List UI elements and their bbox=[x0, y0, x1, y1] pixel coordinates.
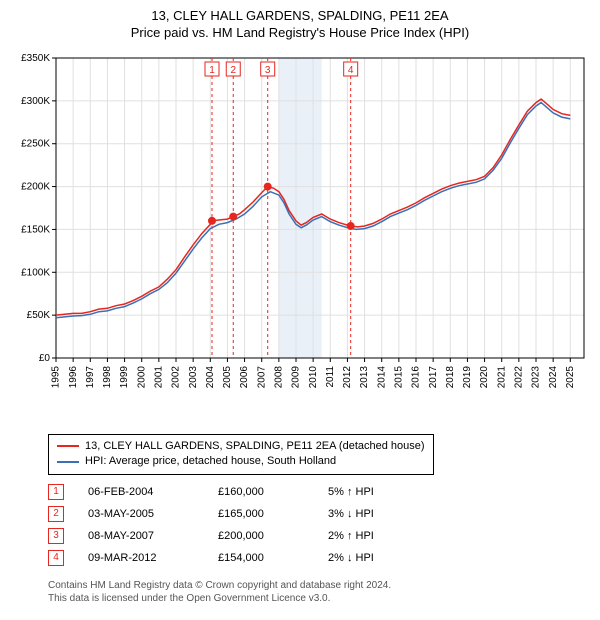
legend-row-1: 13, CLEY HALL GARDENS, SPALDING, PE11 2E… bbox=[57, 439, 425, 454]
legend: 13, CLEY HALL GARDENS, SPALDING, PE11 2E… bbox=[48, 434, 434, 475]
transaction-date: 09-MAR-2012 bbox=[88, 552, 218, 564]
svg-text:2000: 2000 bbox=[136, 365, 147, 388]
svg-text:2022: 2022 bbox=[513, 365, 524, 388]
svg-text:2007: 2007 bbox=[256, 365, 267, 388]
svg-text:2010: 2010 bbox=[308, 365, 319, 388]
transaction-marker: 2 bbox=[48, 506, 64, 522]
legend-swatch-2 bbox=[57, 461, 79, 463]
svg-text:2: 2 bbox=[230, 65, 236, 76]
svg-text:2013: 2013 bbox=[359, 365, 370, 388]
transaction-delta: 3% ↓ HPI bbox=[328, 508, 438, 520]
svg-text:£100K: £100K bbox=[21, 267, 50, 278]
title-line-1: 13, CLEY HALL GARDENS, SPALDING, PE11 2E… bbox=[8, 8, 592, 25]
transaction-date: 06-FEB-2004 bbox=[88, 486, 218, 498]
legend-swatch-1 bbox=[57, 445, 79, 447]
transaction-marker: 1 bbox=[48, 484, 64, 500]
transaction-price: £154,000 bbox=[218, 552, 328, 564]
transaction-delta: 2% ↑ HPI bbox=[328, 530, 438, 542]
svg-text:2025: 2025 bbox=[565, 365, 576, 388]
svg-text:3: 3 bbox=[265, 65, 271, 76]
svg-text:2024: 2024 bbox=[548, 365, 559, 388]
svg-text:2021: 2021 bbox=[496, 365, 507, 388]
transaction-marker: 3 bbox=[48, 528, 64, 544]
legend-label-2: HPI: Average price, detached house, Sout… bbox=[85, 454, 336, 469]
chart-container: £0 £50K £100K £150K £200K £250K £300K £350K 1995… bbox=[8, 48, 592, 428]
svg-text:2004: 2004 bbox=[205, 365, 216, 388]
svg-text:1997: 1997 bbox=[85, 365, 96, 388]
transaction-price: £160,000 bbox=[218, 486, 328, 498]
transaction-row: 4 09-MAR-2012£154,0002% ↓ HPI bbox=[48, 547, 572, 569]
svg-text:2005: 2005 bbox=[222, 365, 233, 388]
svg-text:2003: 2003 bbox=[188, 365, 199, 388]
svg-text:2008: 2008 bbox=[273, 365, 284, 388]
footer-line-2: This data is licensed under the Open Gov… bbox=[48, 592, 572, 605]
svg-text:2012: 2012 bbox=[342, 365, 353, 388]
svg-text:2018: 2018 bbox=[445, 365, 456, 388]
svg-text:1: 1 bbox=[209, 65, 215, 76]
svg-text:2014: 2014 bbox=[376, 365, 387, 388]
svg-text:£200K: £200K bbox=[21, 181, 50, 192]
svg-text:1999: 1999 bbox=[119, 365, 130, 388]
legend-row-2: HPI: Average price, detached house, Sout… bbox=[57, 454, 425, 469]
svg-text:2023: 2023 bbox=[531, 365, 542, 388]
svg-text:2006: 2006 bbox=[239, 365, 250, 388]
svg-text:2019: 2019 bbox=[462, 365, 473, 388]
svg-text:1998: 1998 bbox=[102, 365, 113, 388]
svg-text:£350K: £350K bbox=[21, 53, 50, 64]
transaction-date: 08-MAY-2007 bbox=[88, 530, 218, 542]
footer: Contains HM Land Registry data © Crown c… bbox=[48, 579, 572, 605]
svg-text:2015: 2015 bbox=[393, 365, 404, 388]
svg-text:2016: 2016 bbox=[411, 365, 422, 388]
svg-text:2001: 2001 bbox=[153, 365, 164, 388]
svg-text:£300K: £300K bbox=[21, 96, 50, 107]
svg-text:1996: 1996 bbox=[68, 365, 79, 388]
transaction-marker: 4 bbox=[48, 550, 64, 566]
transaction-row: 2 03-MAY-2005£165,0003% ↓ HPI bbox=[48, 503, 572, 525]
svg-text:1995: 1995 bbox=[51, 365, 62, 388]
svg-text:2011: 2011 bbox=[325, 365, 336, 387]
svg-text:2009: 2009 bbox=[291, 365, 302, 388]
title-line-2: Price paid vs. HM Land Registry's House … bbox=[8, 25, 592, 42]
transaction-row: 1 06-FEB-2004£160,0005% ↑ HPI bbox=[48, 481, 572, 503]
transaction-price: £165,000 bbox=[218, 508, 328, 520]
transaction-row: 3 08-MAY-2007£200,0002% ↑ HPI bbox=[48, 525, 572, 547]
transaction-delta: 2% ↓ HPI bbox=[328, 552, 438, 564]
transaction-date: 03-MAY-2005 bbox=[88, 508, 218, 520]
svg-text:4: 4 bbox=[348, 65, 354, 76]
svg-text:£50K: £50K bbox=[27, 310, 51, 321]
svg-text:2017: 2017 bbox=[428, 365, 439, 388]
svg-text:2020: 2020 bbox=[479, 365, 490, 388]
transaction-delta: 5% ↑ HPI bbox=[328, 486, 438, 498]
transactions-table: 1 06-FEB-2004£160,0005% ↑ HPI 2 03-MAY-2005… bbox=[48, 481, 572, 569]
svg-text:£150K: £150K bbox=[21, 224, 50, 235]
footer-line-1: Contains HM Land Registry data © Crown c… bbox=[48, 579, 572, 592]
svg-text:£0: £0 bbox=[39, 353, 51, 364]
chart-title-block: 13, CLEY HALL GARDENS, SPALDING, PE11 2E… bbox=[8, 8, 592, 42]
svg-text:£250K: £250K bbox=[21, 138, 50, 149]
svg-text:2002: 2002 bbox=[171, 365, 182, 388]
transaction-price: £200,000 bbox=[218, 530, 328, 542]
legend-label-1: 13, CLEY HALL GARDENS, SPALDING, PE11 2E… bbox=[85, 439, 425, 454]
price-chart: £0 £50K £100K £150K £200K £250K £300K £350K 1995… bbox=[8, 48, 592, 428]
